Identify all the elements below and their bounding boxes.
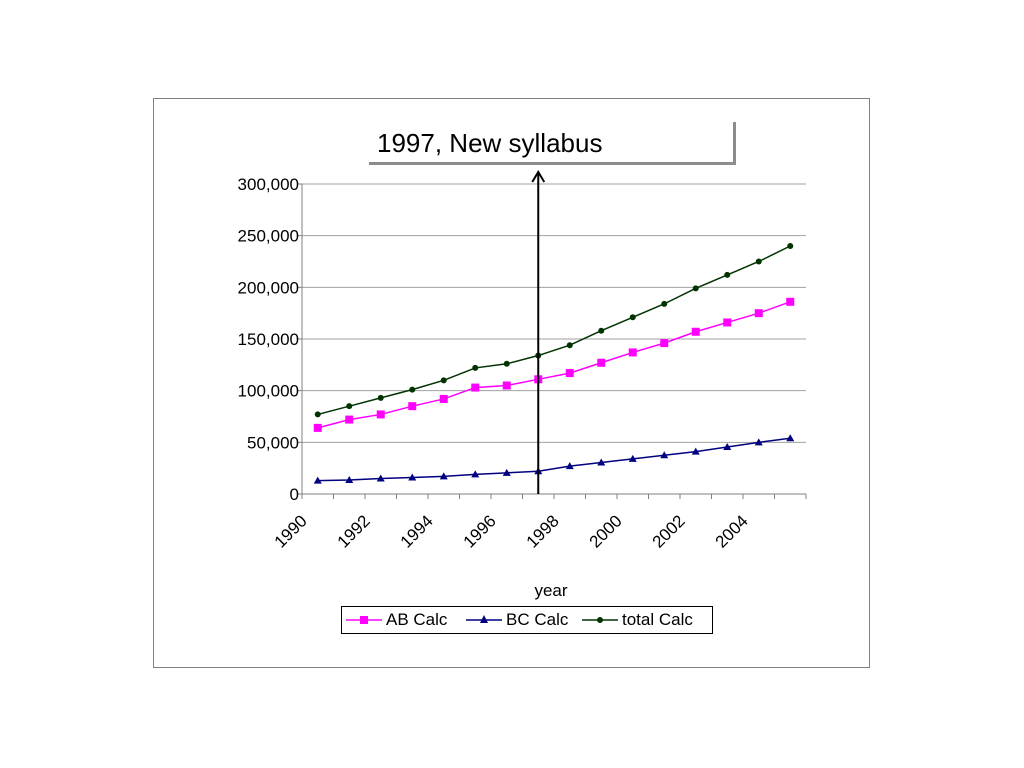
x-tick-label: 1992 bbox=[334, 511, 374, 551]
chart-area bbox=[153, 98, 870, 668]
data-point bbox=[376, 410, 385, 419]
data-point bbox=[502, 468, 511, 476]
data-point bbox=[502, 381, 511, 390]
legend-item-ab-calc: AB Calc bbox=[346, 607, 447, 633]
data-point bbox=[408, 402, 417, 411]
series-lines bbox=[313, 243, 795, 484]
x-tick-label: 2002 bbox=[649, 511, 689, 551]
data-point bbox=[314, 411, 321, 418]
data-point bbox=[724, 271, 731, 278]
data-point bbox=[629, 314, 636, 321]
data-point bbox=[471, 383, 480, 392]
data-point bbox=[409, 386, 416, 393]
annotation-text: 1997, New syllabus bbox=[377, 128, 603, 158]
legend-label: AB Calc bbox=[386, 610, 448, 629]
data-point bbox=[661, 300, 668, 307]
data-point bbox=[408, 473, 417, 481]
data-point bbox=[440, 377, 447, 384]
data-point bbox=[628, 348, 637, 357]
legend-marker-triangle bbox=[466, 615, 502, 623]
data-point bbox=[786, 434, 795, 442]
gridlines bbox=[302, 183, 806, 443]
x-tick-label: 2004 bbox=[712, 511, 752, 551]
x-tick-label: 1994 bbox=[397, 511, 437, 551]
data-point bbox=[754, 438, 763, 446]
data-point bbox=[439, 394, 448, 403]
arrowhead-icon bbox=[531, 170, 546, 183]
data-point bbox=[503, 360, 510, 367]
data-point bbox=[471, 470, 480, 478]
data-point bbox=[692, 285, 699, 292]
legend-item-total-calc: total Calc bbox=[582, 607, 693, 633]
annotation-arrow bbox=[531, 170, 546, 494]
data-point bbox=[597, 358, 606, 367]
data-point bbox=[565, 462, 574, 470]
data-point bbox=[345, 476, 354, 484]
data-point bbox=[345, 415, 354, 424]
series-line-ab-calc bbox=[317, 301, 791, 429]
x-tick-label: 1990 bbox=[271, 511, 311, 551]
y-tick-label: 250,000 bbox=[238, 227, 299, 246]
x-axis-title: year bbox=[534, 581, 567, 600]
data-point bbox=[691, 327, 700, 336]
data-point bbox=[754, 309, 763, 318]
data-point bbox=[376, 474, 385, 482]
legend-label: BC Calc bbox=[506, 610, 569, 629]
y-tick-label: 150,000 bbox=[238, 330, 299, 349]
data-point bbox=[597, 458, 606, 466]
data-point bbox=[313, 476, 322, 484]
data-point bbox=[346, 403, 353, 410]
data-point bbox=[566, 342, 573, 349]
y-tick-label: 200,000 bbox=[238, 278, 299, 297]
y-tick-label: 300,000 bbox=[238, 175, 299, 194]
data-point bbox=[472, 364, 479, 371]
data-point bbox=[786, 297, 795, 306]
data-point bbox=[660, 339, 669, 348]
x-tick-label: 1998 bbox=[523, 511, 563, 551]
data-point bbox=[723, 442, 732, 450]
series-line-total-calc bbox=[317, 245, 791, 416]
x-tick-label: 1996 bbox=[460, 511, 500, 551]
axes: 0 50,000 100,000 150,000 200,000 250,000 300,0… bbox=[238, 175, 807, 552]
legend-label: total Calc bbox=[622, 610, 693, 629]
annotation-callout: 1997, New syllabus bbox=[369, 122, 736, 165]
data-point bbox=[691, 447, 700, 455]
legend-item-bc-calc: BC Calc bbox=[466, 607, 568, 633]
y-tick-label: 50,000 bbox=[247, 433, 299, 452]
data-point bbox=[565, 369, 574, 378]
data-point bbox=[439, 472, 448, 480]
y-tick-label: 100,000 bbox=[238, 382, 299, 401]
data-point bbox=[787, 243, 794, 249]
data-point bbox=[660, 451, 669, 459]
legend-marker-circle bbox=[582, 617, 618, 623]
chart-legend: AB Calc BC Calc total Calc bbox=[341, 606, 713, 634]
legend-marker-square bbox=[346, 616, 382, 624]
data-point bbox=[313, 423, 322, 432]
data-point bbox=[755, 258, 762, 265]
data-point bbox=[377, 394, 384, 401]
data-point bbox=[598, 327, 605, 334]
data-point bbox=[628, 454, 637, 462]
series-line-bc-calc bbox=[317, 437, 791, 482]
data-point bbox=[723, 318, 732, 327]
y-tick-label: 0 bbox=[290, 485, 299, 504]
x-tick-label: 2000 bbox=[586, 511, 626, 551]
